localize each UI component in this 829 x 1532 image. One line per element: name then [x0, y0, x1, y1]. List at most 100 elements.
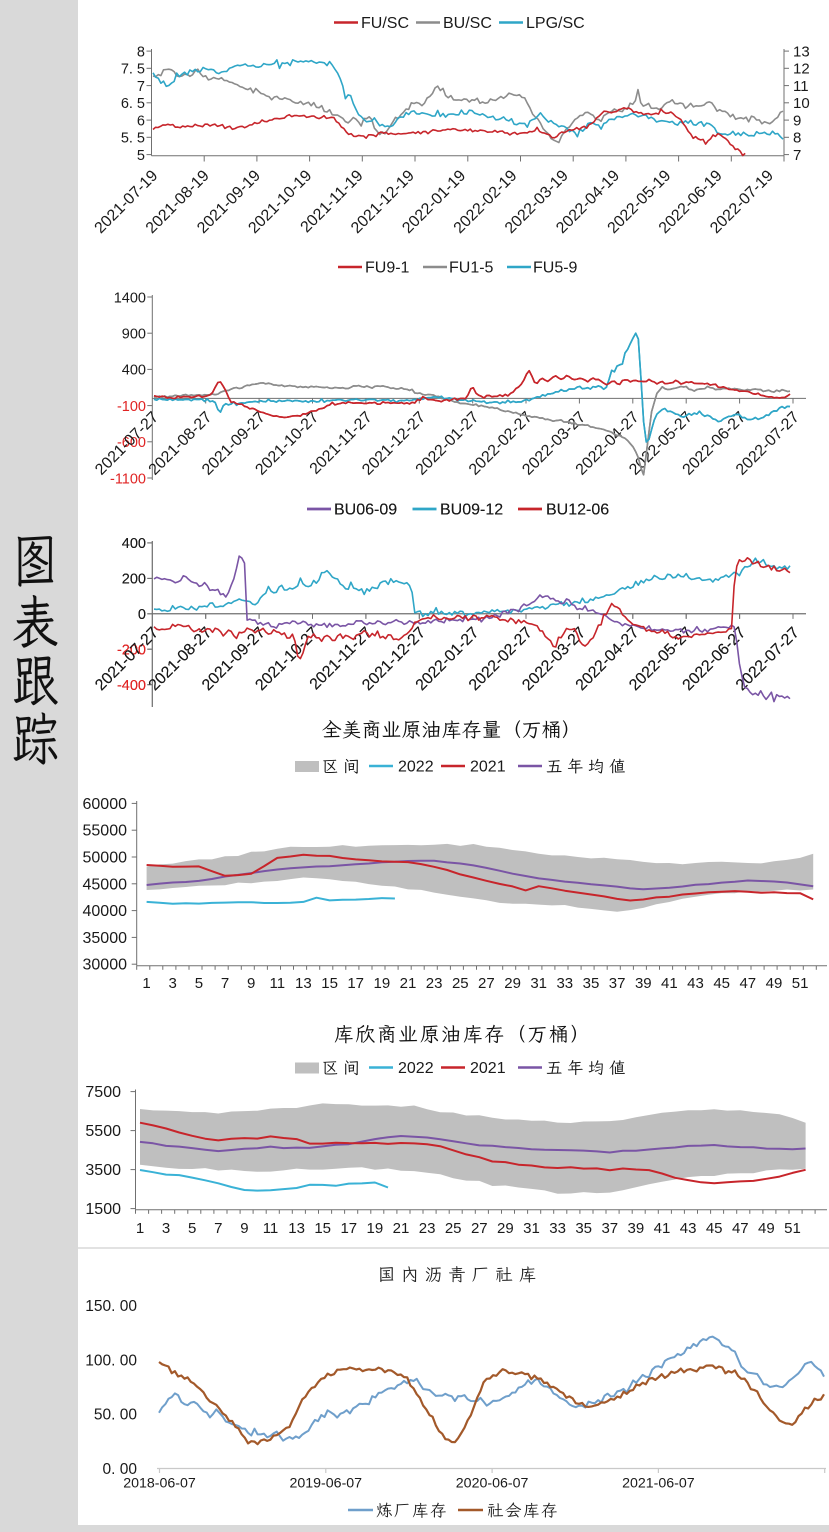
svg-text:-400: -400 — [117, 678, 146, 694]
svg-text:43: 43 — [687, 975, 704, 992]
svg-text:29: 29 — [497, 1220, 514, 1237]
svg-text:19: 19 — [367, 1220, 384, 1237]
svg-text:60000: 60000 — [83, 796, 128, 813]
svg-text:11: 11 — [270, 975, 286, 992]
svg-text:900: 900 — [122, 327, 146, 343]
svg-text:40000: 40000 — [83, 903, 128, 920]
svg-text:0: 0 — [138, 607, 146, 623]
svg-text:2018-06-07: 2018-06-07 — [123, 1476, 196, 1492]
svg-text:5. 5: 5. 5 — [121, 131, 145, 147]
svg-text:37: 37 — [601, 1220, 618, 1237]
svg-text:2022: 2022 — [398, 759, 434, 776]
svg-text:17: 17 — [347, 975, 364, 992]
svg-text:17: 17 — [340, 1220, 357, 1237]
svg-text:23: 23 — [419, 1220, 436, 1237]
svg-text:15: 15 — [314, 1220, 331, 1237]
svg-text:43: 43 — [680, 1220, 697, 1237]
svg-text:-600: -600 — [117, 435, 146, 451]
svg-text:BU/SC: BU/SC — [443, 15, 492, 32]
svg-text:50. 00: 50. 00 — [94, 1407, 137, 1424]
svg-text:0: 0 — [138, 607, 146, 623]
svg-text:FU5-9: FU5-9 — [533, 260, 578, 277]
svg-text:25: 25 — [452, 975, 469, 992]
svg-text:27: 27 — [478, 975, 495, 992]
svg-text:6. 5: 6. 5 — [121, 96, 145, 112]
svg-text:39: 39 — [635, 975, 652, 992]
svg-text:49: 49 — [766, 975, 783, 992]
svg-text:5: 5 — [188, 1220, 196, 1237]
svg-text:21: 21 — [393, 1220, 410, 1237]
svg-text:-1100: -1100 — [110, 471, 146, 487]
svg-text:7: 7 — [221, 975, 229, 992]
svg-text:31: 31 — [530, 975, 547, 992]
svg-text:31: 31 — [523, 1220, 540, 1237]
svg-text:11: 11 — [263, 1220, 279, 1237]
svg-text:2021: 2021 — [470, 759, 506, 776]
svg-text:39: 39 — [628, 1220, 645, 1237]
svg-text:2021-06-07: 2021-06-07 — [622, 1476, 695, 1492]
svg-text:8: 8 — [793, 130, 801, 147]
svg-text:1: 1 — [136, 1220, 144, 1237]
svg-text:15: 15 — [321, 975, 338, 992]
svg-text:51: 51 — [784, 1220, 801, 1237]
svg-text:47: 47 — [739, 975, 756, 992]
svg-text:13: 13 — [288, 1220, 305, 1237]
svg-text:5: 5 — [195, 975, 203, 992]
svg-text:7. 5: 7. 5 — [121, 62, 145, 78]
svg-text:200: 200 — [122, 572, 146, 588]
svg-text:10: 10 — [793, 95, 810, 112]
svg-text:2020-06-07: 2020-06-07 — [456, 1476, 529, 1492]
svg-text:11: 11 — [793, 78, 809, 95]
svg-text:FU/SC: FU/SC — [361, 15, 409, 32]
svg-text:41: 41 — [654, 1220, 671, 1237]
svg-text:55000: 55000 — [83, 823, 128, 840]
svg-text:0. 00: 0. 00 — [103, 1461, 138, 1478]
svg-text:50000: 50000 — [83, 850, 128, 867]
svg-text:33: 33 — [549, 1220, 566, 1237]
svg-text:6: 6 — [137, 113, 145, 129]
svg-text:13: 13 — [793, 43, 810, 60]
svg-text:1500: 1500 — [85, 1201, 121, 1218]
svg-text:2019-06-07: 2019-06-07 — [290, 1476, 363, 1492]
svg-text:BU12-06: BU12-06 — [546, 502, 609, 519]
svg-text:35: 35 — [575, 1220, 592, 1237]
svg-text:2021: 2021 — [470, 1060, 506, 1077]
svg-text:7: 7 — [137, 79, 145, 95]
svg-text:1400: 1400 — [114, 290, 146, 306]
svg-text:37: 37 — [609, 975, 626, 992]
svg-text:19: 19 — [374, 975, 391, 992]
svg-text:100. 00: 100. 00 — [85, 1352, 137, 1369]
svg-text:9: 9 — [247, 975, 255, 992]
svg-text:7500: 7500 — [85, 1084, 121, 1101]
svg-text:3500: 3500 — [85, 1162, 121, 1179]
svg-text:13: 13 — [295, 975, 312, 992]
svg-text:27: 27 — [471, 1220, 488, 1237]
svg-text:LPG/SC: LPG/SC — [526, 15, 585, 32]
svg-text:45: 45 — [706, 1220, 723, 1237]
svg-text:49: 49 — [758, 1220, 775, 1237]
svg-text:35: 35 — [583, 975, 600, 992]
svg-text:33: 33 — [556, 975, 573, 992]
svg-text:41: 41 — [661, 975, 678, 992]
svg-text:FU9-1: FU9-1 — [365, 260, 410, 277]
svg-text:BU09-12: BU09-12 — [440, 502, 503, 519]
svg-text:BU06-09: BU06-09 — [334, 502, 397, 519]
svg-text:8: 8 — [137, 44, 145, 60]
svg-text:23: 23 — [426, 975, 443, 992]
svg-text:400: 400 — [122, 536, 146, 552]
svg-text:45: 45 — [713, 975, 730, 992]
svg-text:7: 7 — [214, 1220, 222, 1237]
svg-text:21: 21 — [400, 975, 417, 992]
svg-text:9: 9 — [240, 1220, 248, 1237]
svg-text:BU12-06: BU12-06 — [546, 502, 609, 519]
svg-text:45000: 45000 — [83, 876, 128, 893]
svg-text:1: 1 — [142, 975, 150, 992]
svg-text:-400: -400 — [117, 678, 146, 694]
svg-text:9: 9 — [793, 112, 801, 129]
svg-text:35000: 35000 — [83, 930, 128, 947]
svg-text:5: 5 — [137, 148, 145, 164]
svg-text:150. 00: 150. 00 — [85, 1298, 137, 1315]
svg-text:BU09-12: BU09-12 — [440, 502, 503, 519]
svg-text:30000: 30000 — [83, 957, 128, 974]
svg-text:25: 25 — [445, 1220, 462, 1237]
